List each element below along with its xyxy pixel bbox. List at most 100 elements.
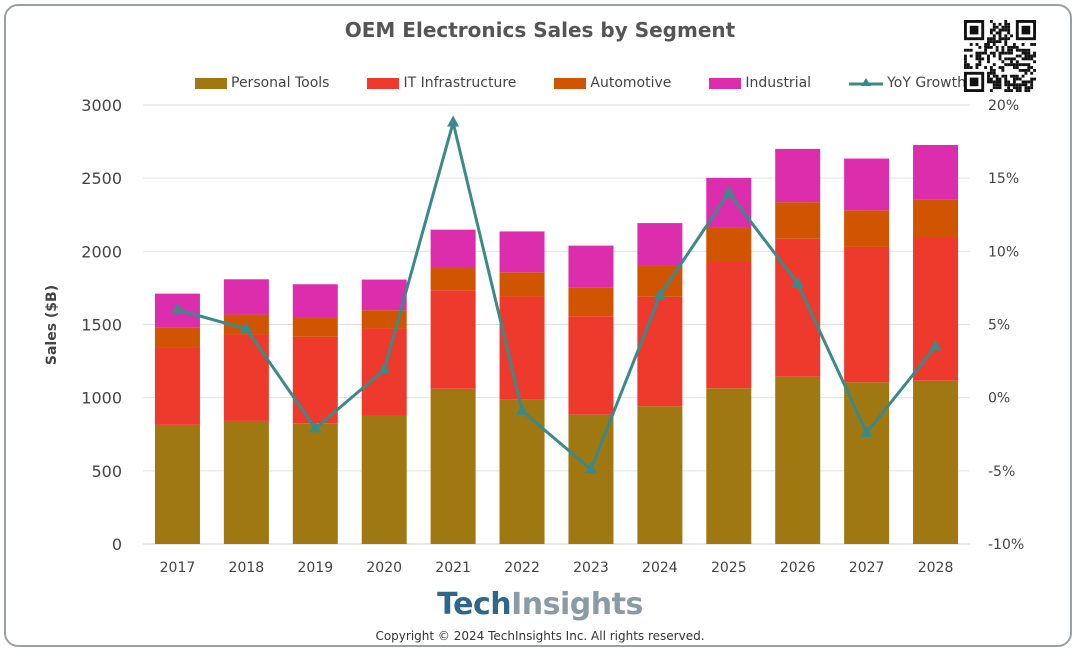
yoy-point-2026 xyxy=(791,276,804,288)
bar-it-infrastructure-2021 xyxy=(430,290,476,389)
bar-automotive-2028 xyxy=(913,199,959,239)
bar-industrial-2024 xyxy=(637,223,683,266)
y-axis-label: Sales ($B) xyxy=(44,285,60,365)
legend-item-industrial: Industrial xyxy=(709,75,811,91)
yoy-point-2024 xyxy=(653,288,666,300)
bar-automotive-2021 xyxy=(430,268,476,291)
bar-it-infrastructure-2018 xyxy=(223,334,269,421)
copyright-text: Copyright © 2024 TechInsights Inc. All r… xyxy=(375,629,705,643)
yoy-point-2025 xyxy=(722,185,735,197)
bar-personal-tools-2027 xyxy=(844,382,890,544)
x-tick-label: 2018 xyxy=(229,560,265,576)
y2-tick-label: 10% xyxy=(988,244,1019,260)
x-tick-label: 2026 xyxy=(780,560,816,576)
yoy-point-2021 xyxy=(447,115,460,127)
yoy-growth-line xyxy=(177,121,937,471)
bar-personal-tools-2028 xyxy=(913,380,959,544)
chart-title: OEM Electronics Sales by Segment xyxy=(344,18,736,42)
legend-label: Automotive xyxy=(590,75,672,91)
bar-automotive-2017 xyxy=(154,327,200,348)
bar-industrial-2021 xyxy=(430,229,476,269)
bar-automotive-2019 xyxy=(292,317,338,337)
yoy-point-2020 xyxy=(378,362,391,374)
y-tick-label: 500 xyxy=(91,462,122,481)
qr-code-image xyxy=(964,20,1036,92)
x-tick-label: 2025 xyxy=(711,560,747,576)
x-tick-label: 2019 xyxy=(297,560,333,576)
bar-industrial-2028 xyxy=(913,144,959,200)
bar-it-infrastructure-2025 xyxy=(706,262,752,389)
bar-industrial-2025 xyxy=(706,177,752,228)
bar-automotive-2020 xyxy=(361,310,407,329)
yoy-point-2023 xyxy=(584,462,597,474)
y2-tick-label: -10% xyxy=(988,537,1024,553)
y-tick-label: 1000 xyxy=(81,389,122,408)
bar-industrial-2022 xyxy=(499,231,545,273)
y2-tick-label: 15% xyxy=(988,171,1019,187)
chart-card xyxy=(4,4,1072,647)
bar-personal-tools-2021 xyxy=(430,388,476,544)
bar-industrial-2020 xyxy=(361,279,407,311)
bar-automotive-2025 xyxy=(706,227,752,263)
y2-tick-label: 0% xyxy=(988,391,1010,407)
legend-swatch xyxy=(709,77,742,89)
bar-automotive-2027 xyxy=(844,210,890,247)
legend: Personal Tools IT Infrastructure Automot… xyxy=(195,75,1004,91)
y2-tick-label: 5% xyxy=(988,318,1010,334)
y-tick-label: 1500 xyxy=(81,316,122,335)
yoy-point-2028 xyxy=(929,339,942,351)
bar-it-infrastructure-2019 xyxy=(292,336,338,424)
y-tick-label: 0 xyxy=(112,535,122,554)
bar-it-infrastructure-2028 xyxy=(913,238,959,381)
yoy-point-2017 xyxy=(171,302,184,314)
bar-automotive-2023 xyxy=(568,287,614,317)
bar-personal-tools-2018 xyxy=(223,420,269,544)
legend-item-personal-tools: Personal Tools xyxy=(195,75,329,91)
bar-personal-tools-2019 xyxy=(292,423,338,544)
bar-personal-tools-2023 xyxy=(568,414,614,544)
legend-label: Industrial xyxy=(745,75,812,91)
y2-tick-label: -5% xyxy=(988,464,1015,480)
legend-item-automotive: Automotive xyxy=(554,75,671,91)
bar-industrial-2023 xyxy=(568,245,614,288)
legend-label: YoY Growth xyxy=(887,75,966,91)
yoy-point-2019 xyxy=(309,421,322,433)
bar-it-infrastructure-2024 xyxy=(637,296,683,407)
x-tick-label: 2027 xyxy=(849,560,885,576)
yoy-point-2018 xyxy=(240,321,253,333)
x-tick-label: 2024 xyxy=(642,560,678,576)
bar-personal-tools-2024 xyxy=(637,406,683,544)
bar-industrial-2026 xyxy=(775,148,821,203)
bar-industrial-2019 xyxy=(292,284,338,318)
bar-personal-tools-2022 xyxy=(499,399,545,544)
bar-industrial-2027 xyxy=(844,158,890,211)
bar-automotive-2022 xyxy=(499,272,545,297)
y-tick-label: 2000 xyxy=(81,242,122,261)
bar-personal-tools-2020 xyxy=(361,415,407,544)
yoy-point-2022 xyxy=(516,403,529,415)
legend-label: Personal Tools xyxy=(231,75,330,91)
legend-line-marker-icon xyxy=(849,78,884,86)
bar-personal-tools-2017 xyxy=(154,424,200,544)
x-tick-label: 2021 xyxy=(435,560,471,576)
legend-item-yoy-growth: YoY Growth xyxy=(849,75,966,91)
bar-it-infrastructure-2026 xyxy=(775,238,821,377)
bar-it-infrastructure-2017 xyxy=(154,347,200,425)
logo-part-1: Tech xyxy=(437,587,512,622)
legend-label: IT Infrastructure xyxy=(403,75,517,91)
x-tick-label: 2023 xyxy=(573,560,609,576)
bar-personal-tools-2026 xyxy=(775,376,821,544)
bar-it-infrastructure-2027 xyxy=(844,246,890,383)
x-tick-label: 2017 xyxy=(160,560,196,576)
yoy-point-2027 xyxy=(860,425,873,437)
logo-part-2: Insights xyxy=(511,587,643,622)
legend-item-it-infrastructure: IT Infrastructure xyxy=(367,75,516,91)
y2-tick-label: 20% xyxy=(988,98,1019,114)
x-tick-label: 2022 xyxy=(504,560,540,576)
bar-personal-tools-2025 xyxy=(706,388,752,544)
bar-automotive-2026 xyxy=(775,202,821,239)
x-tick-label: 2020 xyxy=(366,560,402,576)
x-tick-label: 2028 xyxy=(918,560,954,576)
y-tick-label: 2500 xyxy=(81,169,122,188)
legend-swatch xyxy=(554,77,587,89)
